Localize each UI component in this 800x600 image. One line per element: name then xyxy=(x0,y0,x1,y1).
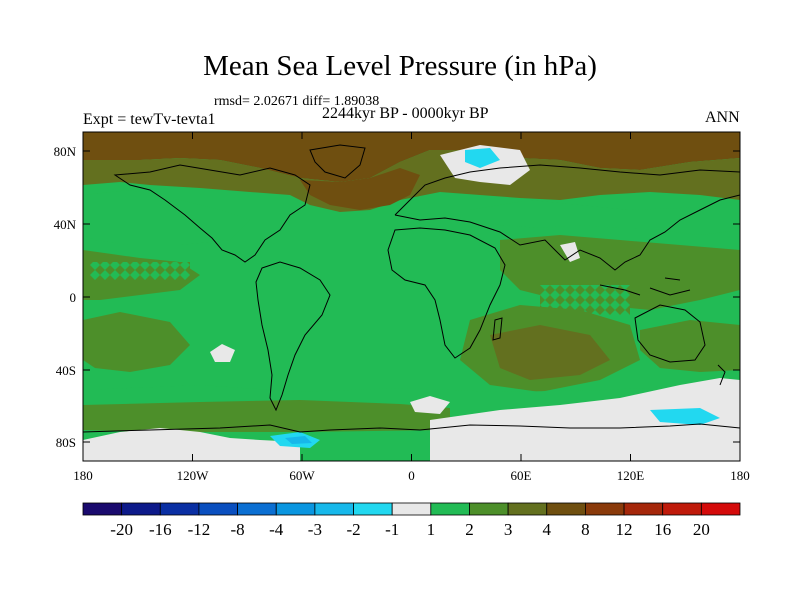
colorbar-label: -12 xyxy=(188,520,211,539)
field-cyan-antarctic xyxy=(650,408,720,425)
colorbar-swatch xyxy=(507,502,548,516)
colorbar-swatch xyxy=(391,502,432,516)
colorbar-swatch xyxy=(353,502,393,516)
colorbar-label: 3 xyxy=(504,520,513,539)
colorbar-swatch xyxy=(430,502,470,516)
season-label: ANN xyxy=(705,109,740,126)
coast-south-america xyxy=(255,261,331,412)
lat-tick-label: 0 xyxy=(70,290,77,305)
coast-greenland xyxy=(309,144,366,179)
colorbar-swatch xyxy=(159,502,200,516)
colorbar-swatch xyxy=(585,502,625,516)
colorbar-swatch xyxy=(237,502,277,516)
colorbar-label: 8 xyxy=(581,520,590,539)
field-southern-olive xyxy=(83,400,450,432)
colorbar-label: -3 xyxy=(308,520,322,539)
lon-tick-label: 180 xyxy=(730,468,750,483)
field-hatch-pacific xyxy=(90,262,190,280)
lat-tick-label: 40N xyxy=(54,217,77,232)
field-europe-brown xyxy=(300,168,420,210)
latitude-axis: 80N 40N 0 40S 80S xyxy=(54,144,740,450)
field-blue-weddell xyxy=(285,436,312,444)
coast-north-america xyxy=(113,164,311,263)
coast-new-zealand xyxy=(717,364,726,386)
field-cyan-scandinavia xyxy=(465,148,500,168)
period-label: 2244kyr BP - 0000kyr BP xyxy=(322,105,489,122)
longitude-axis: 180 120W 60W 0 60E 120E 180 xyxy=(73,132,750,483)
field-north-pacific xyxy=(83,190,250,245)
coast-europe-asia xyxy=(394,164,740,271)
coast-madagascar xyxy=(492,317,503,341)
field-antarctic-grey-west xyxy=(83,428,300,461)
colorbar-label: 20 xyxy=(693,520,710,539)
colorbar-label: 16 xyxy=(654,520,671,539)
lon-tick-label: 120E xyxy=(617,468,645,483)
experiment-label: Expt = tewTv-tevta1 xyxy=(83,111,216,128)
pressure-difference-field xyxy=(83,132,740,461)
colorbar-swatch xyxy=(314,502,354,516)
plot-title: Mean Sea Level Pressure (in hPa) xyxy=(203,50,597,82)
colorbar-swatch xyxy=(121,502,161,516)
rmsd-diff-text: rmsd= 2.02671 diff= 1.89038 xyxy=(214,94,380,109)
colorbar-label: -2 xyxy=(346,520,360,539)
lon-tick-label: 180 xyxy=(73,468,93,483)
colorbar-swatch xyxy=(82,502,123,516)
field-grey-south-pacific xyxy=(210,344,235,362)
lat-tick-label: 80N xyxy=(54,144,77,159)
colorbar-label: 12 xyxy=(616,520,633,539)
colorbar-label: 1 xyxy=(427,520,436,539)
field-arctic-band xyxy=(83,132,740,182)
field-south-pacific-olive xyxy=(83,312,190,372)
lon-tick-label: 0 xyxy=(408,468,415,483)
lat-tick-label: 40S xyxy=(56,363,76,378)
field-south-indian-brown xyxy=(490,325,610,380)
colorbar-label: 2 xyxy=(465,520,474,539)
colorbar: -20 -16 -12 -8 -4 -3 -2 -1 1 2 3 4 8 12 16 20 xyxy=(82,502,741,539)
colorbar-label: -4 xyxy=(269,520,284,539)
lon-tick-label: 120W xyxy=(177,468,210,483)
colorbar-swatch xyxy=(469,502,509,516)
colorbar-label: 4 xyxy=(543,520,552,539)
colorbar-swatch xyxy=(700,502,741,516)
colorbar-label: -20 xyxy=(110,520,133,539)
field-grey-india xyxy=(560,242,580,262)
field-antarctic-grey-east xyxy=(430,378,740,461)
field-grey-atlantic xyxy=(410,396,450,414)
coast-africa xyxy=(387,227,506,359)
coastlines xyxy=(83,144,740,433)
colorbar-label: -16 xyxy=(149,520,172,539)
lat-tick-label: 80S xyxy=(56,435,76,450)
field-south-east-pacific xyxy=(640,320,740,372)
colorbar-swatch xyxy=(662,502,702,516)
colorbar-swatch xyxy=(623,502,664,516)
lon-tick-label: 60E xyxy=(511,468,532,483)
lon-tick-label: 60W xyxy=(289,468,315,483)
colorbar-swatch xyxy=(275,502,316,516)
coast-antarctica xyxy=(83,423,740,433)
colorbar-swatch xyxy=(198,502,238,516)
coast-australia xyxy=(634,304,706,363)
colorbar-label: -1 xyxy=(385,520,399,539)
colorbar-label: -8 xyxy=(231,520,245,539)
coast-indonesia xyxy=(599,277,691,296)
colorbar-swatch xyxy=(546,502,586,516)
